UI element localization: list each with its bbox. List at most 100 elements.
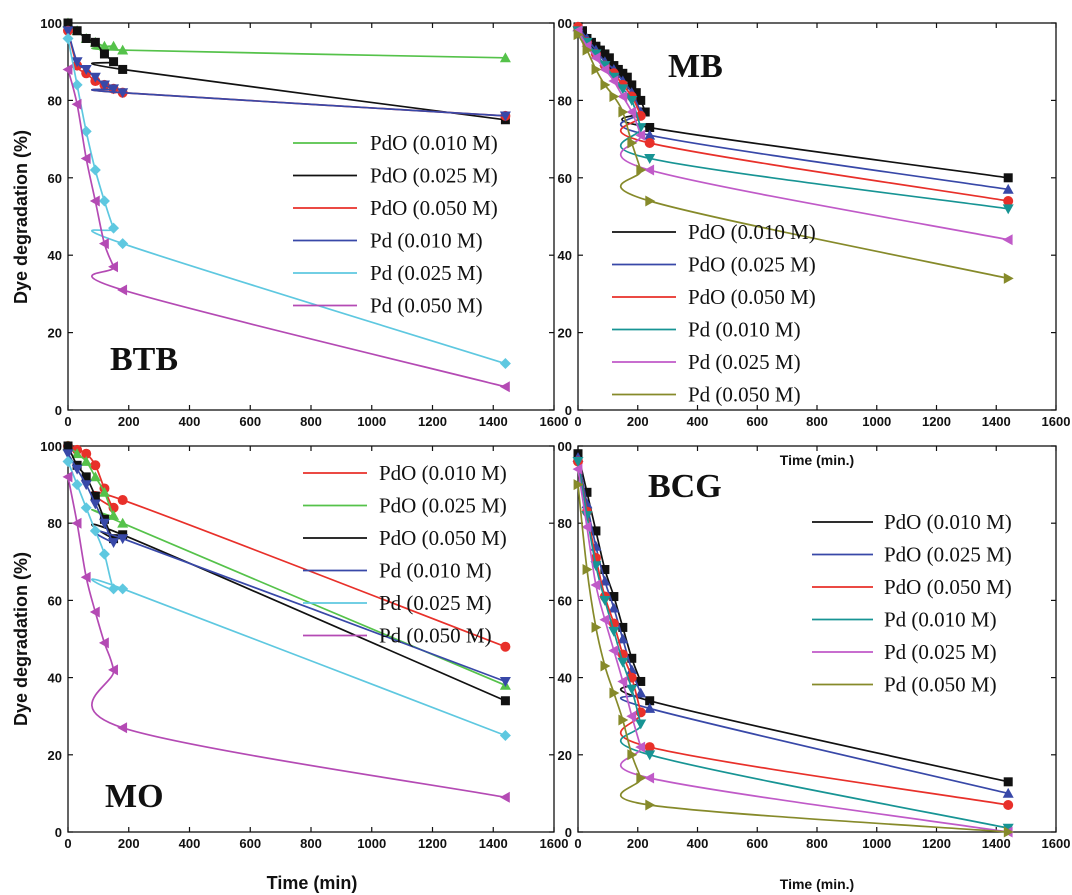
data-point [573, 29, 584, 41]
data-point [636, 95, 646, 105]
legend-label: Pd (0.050 M) [370, 294, 483, 318]
data-point [591, 526, 601, 536]
x-tick-label: 600 [746, 414, 768, 429]
series-line [67, 22, 506, 121]
data-point [582, 564, 593, 576]
data-point [71, 479, 83, 491]
data-point [1003, 272, 1014, 284]
data-point [635, 687, 647, 698]
data-point [609, 91, 620, 103]
y-tick-label: 80 [48, 516, 62, 531]
x-axis-title: Time (min.) [780, 876, 854, 892]
x-tick-label: 1200 [418, 414, 447, 429]
data-point [645, 122, 655, 132]
data-point [89, 471, 101, 482]
legend-label: PdO (0.025 M) [370, 164, 498, 188]
data-point [118, 64, 128, 74]
data-point [62, 455, 74, 467]
data-point [99, 49, 109, 59]
x-tick-label: 200 [627, 414, 649, 429]
x-tick-label: 0 [574, 414, 581, 429]
data-point [599, 596, 611, 606]
data-point [1003, 826, 1014, 838]
data-point [117, 495, 128, 506]
x-tick-label: 1600 [1042, 836, 1071, 851]
data-point [62, 63, 73, 75]
legend-label: PdO (0.050 M) [884, 575, 1012, 599]
data-point [109, 57, 119, 67]
panel-label: BTB [110, 341, 178, 378]
data-point [62, 32, 74, 44]
data-point [599, 614, 610, 626]
x-tick-label: 1400 [479, 414, 508, 429]
data-point [608, 72, 620, 83]
y-tick-label: 100 [40, 439, 62, 454]
x-tick-label: 400 [179, 836, 201, 851]
data-point [117, 722, 128, 734]
panel-mb: 0 200 400 600 800 1000 1200 1400 1600 0 20 40 60 80 00… [558, 16, 1071, 468]
legend-label: Pd (0.050 M) [379, 624, 492, 648]
legend-label: Pd (0.025 M) [370, 261, 483, 285]
data-point [635, 129, 646, 141]
data-point [626, 96, 638, 106]
data-point [63, 18, 73, 28]
legend-label: PdO (0.010 M) [688, 220, 816, 244]
x-tick-label: 1600 [540, 836, 569, 851]
x-tick-label: 1400 [982, 836, 1011, 851]
data-point [499, 111, 511, 122]
data-point [631, 88, 641, 98]
data-point [581, 521, 592, 533]
series-5 [573, 29, 1014, 284]
series-0 [573, 449, 1013, 787]
data-point [89, 195, 100, 207]
x-axis-title: Time (min.) [780, 452, 854, 468]
data-point [590, 49, 602, 60]
data-point [117, 583, 129, 595]
data-point [617, 657, 629, 668]
x-tick-label: 1000 [357, 414, 386, 429]
data-point [71, 79, 83, 91]
data-point [627, 749, 638, 761]
data-point [599, 61, 611, 72]
data-point [1002, 787, 1014, 798]
data-point [62, 471, 73, 483]
x-tick-label: 600 [239, 836, 261, 851]
y-tick-label: 20 [48, 748, 62, 763]
series-line [577, 469, 1009, 833]
data-point [644, 702, 656, 713]
y-axis-title: Dye degradation (%) [11, 552, 31, 726]
data-point [80, 152, 91, 164]
data-point [108, 509, 120, 520]
data-point [81, 448, 92, 459]
data-point [1002, 183, 1014, 194]
series-line [577, 453, 1009, 783]
x-tick-label: 1200 [418, 836, 447, 851]
series-3 [572, 457, 1014, 834]
data-point [499, 677, 511, 687]
data-point [599, 63, 610, 75]
series-line [67, 30, 506, 117]
x-tick-label: 200 [118, 414, 140, 429]
data-point [644, 750, 656, 761]
data-point [636, 164, 647, 176]
y-tick-label: 20 [558, 326, 572, 341]
legend: PdO (0.010 M) PdO (0.025 M) PdO (0.050 M) P… [293, 131, 498, 318]
data-point [98, 637, 109, 649]
x-tick-label: 800 [806, 836, 828, 851]
x-tick-label: 400 [687, 836, 709, 851]
series-5 [573, 479, 1014, 838]
y-tick-label: 20 [48, 326, 62, 341]
legend-label: PdO (0.010 M) [370, 131, 498, 155]
data-point [71, 98, 82, 110]
series-line [577, 461, 1009, 829]
data-point [499, 52, 511, 63]
data-point [617, 91, 628, 103]
data-point [609, 592, 619, 602]
x-tick-label: 1000 [862, 414, 891, 429]
data-point [627, 653, 637, 663]
x-tick-label: 0 [64, 836, 71, 851]
y-tick-label: 40 [558, 671, 572, 686]
legend-label: Pd (0.025 M) [884, 640, 997, 664]
data-point [98, 195, 110, 207]
